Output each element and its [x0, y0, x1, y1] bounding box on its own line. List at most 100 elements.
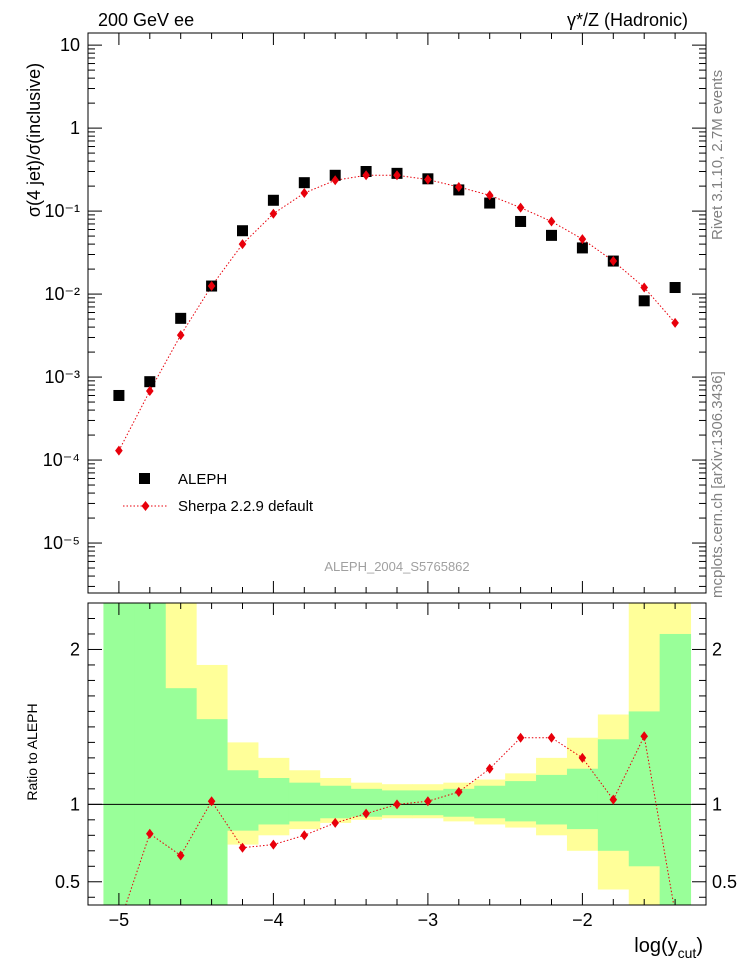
- sherpa-point: [671, 317, 679, 328]
- aleph-point: [329, 169, 341, 181]
- main-y-tick-label: 10⁻⁴: [43, 450, 80, 470]
- main-y-tick-label: 1: [70, 118, 80, 138]
- x-axis-label-close: ): [696, 935, 703, 957]
- band-inner-bin: [165, 688, 197, 905]
- ratio-y-tick-label-left: 1: [70, 794, 80, 814]
- ratio-panel-ticks: −5 −4 −3 −2 0.5 0.5 1 1 2 2: [55, 602, 737, 930]
- ratio-x-tick-label: −2: [572, 910, 593, 930]
- aleph-point: [113, 389, 125, 401]
- sherpa-point: [578, 234, 587, 245]
- main-panel: 10⁻⁵ 10⁻⁴ 10⁻³ 10⁻² 10⁻¹ 1 10 ALEPH_2004_S5765…: [24, 32, 707, 594]
- band-inner-bin: [196, 719, 228, 905]
- sherpa-point: [455, 182, 463, 193]
- uncertainty-band-inner: [103, 603, 692, 905]
- sherpa-point: [146, 385, 154, 396]
- side-label-bottom: mcplots.cern.ch [arXiv:1306.3436]: [709, 371, 726, 598]
- main-y-tick-label: 10: [60, 35, 80, 55]
- ratio-x-tick-label: −4: [263, 910, 284, 930]
- band-inner-bin: [474, 785, 506, 819]
- sherpa-point: [300, 188, 309, 199]
- ratio-y-axis-label: Ratio to ALEPH: [24, 703, 40, 800]
- header-left-label: 200 GeV ee: [98, 10, 194, 30]
- main-y-tick-label: 10⁻¹: [44, 201, 80, 221]
- sherpa-point: [115, 445, 123, 456]
- band-inner-bin: [227, 770, 259, 831]
- main-y-axis-label: σ(4 jet)/σ(inclusive): [24, 63, 44, 217]
- ratio-sherpa-point: [146, 828, 154, 839]
- aleph-point: [484, 197, 496, 209]
- sherpa-point: [176, 330, 185, 341]
- legend-marker-aleph: [139, 473, 150, 484]
- legend-label-aleph: ALEPH: [178, 471, 227, 488]
- aleph-point: [237, 225, 248, 237]
- sherpa-point: [609, 256, 618, 267]
- ratio-x-tick-label: −5: [109, 910, 130, 930]
- sherpa-line: [118, 174, 676, 451]
- ratio-sherpa-point: [424, 796, 432, 807]
- ratio-sherpa-point: [207, 796, 216, 807]
- aleph-point: [669, 282, 681, 294]
- ratio-x-tick-label: −3: [418, 910, 439, 930]
- x-axis-label-sub: cut: [678, 945, 697, 961]
- band-inner-bin: [103, 603, 135, 905]
- ratio-y-tick-label-left: 2: [70, 639, 80, 659]
- ratio-sherpa-point: [269, 839, 278, 850]
- aleph-point: [515, 215, 527, 227]
- main-panel-ticks: 10⁻⁵ 10⁻⁴ 10⁻³ 10⁻² 10⁻¹ 1 10: [43, 33, 707, 593]
- main-y-tick-label: 10⁻²: [44, 284, 80, 304]
- ratio-y-tick-label-right: 0.5: [712, 872, 737, 892]
- band-inner-bin: [288, 782, 321, 822]
- header-right-label: γ*/Z (Hadronic): [567, 10, 688, 30]
- ratio-y-tick-label-right: 1: [712, 794, 722, 814]
- ratio-sherpa-point: [331, 817, 339, 828]
- sherpa-point: [362, 170, 370, 181]
- ratio-sherpa-point: [300, 830, 309, 841]
- legend: ALEPH Sherpa 2.2.9 default: [123, 471, 314, 515]
- sherpa-series-line: [118, 174, 676, 451]
- sherpa-points: [115, 170, 679, 456]
- aleph-point: [267, 194, 279, 206]
- watermark-label: ALEPH_2004_S5765862: [324, 559, 469, 574]
- sherpa-point: [424, 174, 432, 185]
- ratio-sherpa-point: [362, 808, 370, 819]
- band-inner-bin: [319, 785, 352, 819]
- aleph-point: [546, 229, 557, 241]
- x-axis-label: log(ycut): [634, 935, 703, 961]
- legend-marker-sherpa: [141, 501, 150, 511]
- aleph-points: [113, 166, 681, 401]
- ratio-sherpa-points: [146, 731, 648, 861]
- main-y-tick-label: 10⁻³: [44, 367, 80, 387]
- band-inner-bin: [505, 781, 537, 822]
- ratio-sherpa-point: [578, 752, 587, 763]
- sherpa-point: [238, 239, 247, 250]
- main-y-tick-label: 10⁻⁵: [43, 533, 80, 553]
- ratio-sherpa-point: [485, 763, 494, 774]
- ratio-sherpa-point: [516, 732, 525, 743]
- sherpa-point: [547, 216, 556, 227]
- ratio-y-tick-label-left: 0.5: [55, 872, 80, 892]
- ratio-sherpa-point: [176, 850, 185, 861]
- sherpa-point: [516, 202, 525, 213]
- aleph-point: [638, 295, 650, 307]
- sherpa-point: [269, 208, 278, 219]
- ratio-sherpa-point: [455, 786, 463, 797]
- band-inner-bin: [257, 778, 290, 825]
- sherpa-point: [485, 190, 494, 201]
- sherpa-point: [393, 170, 401, 181]
- aleph-point: [298, 177, 310, 189]
- ratio-sherpa-point: [238, 842, 247, 853]
- ratio-sherpa-point: [393, 799, 401, 810]
- band-inner-bin: [566, 768, 599, 830]
- sherpa-point: [207, 281, 216, 292]
- band-inner-bin: [659, 633, 692, 905]
- ratio-sherpa-point: [609, 794, 618, 805]
- ratio-panel: −5 −4 −3 −2 0.5 0.5 1 1 2 2 Ratio to ALEPH log(yc…: [24, 602, 737, 961]
- band-inner-bin: [536, 774, 568, 825]
- aleph-point: [175, 312, 187, 324]
- sherpa-point: [331, 175, 339, 186]
- side-label-top: Rivet 3.1.10, 2.7M events: [709, 70, 726, 240]
- sherpa-point: [640, 282, 648, 293]
- legend-label-sherpa: Sherpa 2.2.9 default: [178, 498, 314, 515]
- x-axis-label-main: log(y: [634, 935, 677, 957]
